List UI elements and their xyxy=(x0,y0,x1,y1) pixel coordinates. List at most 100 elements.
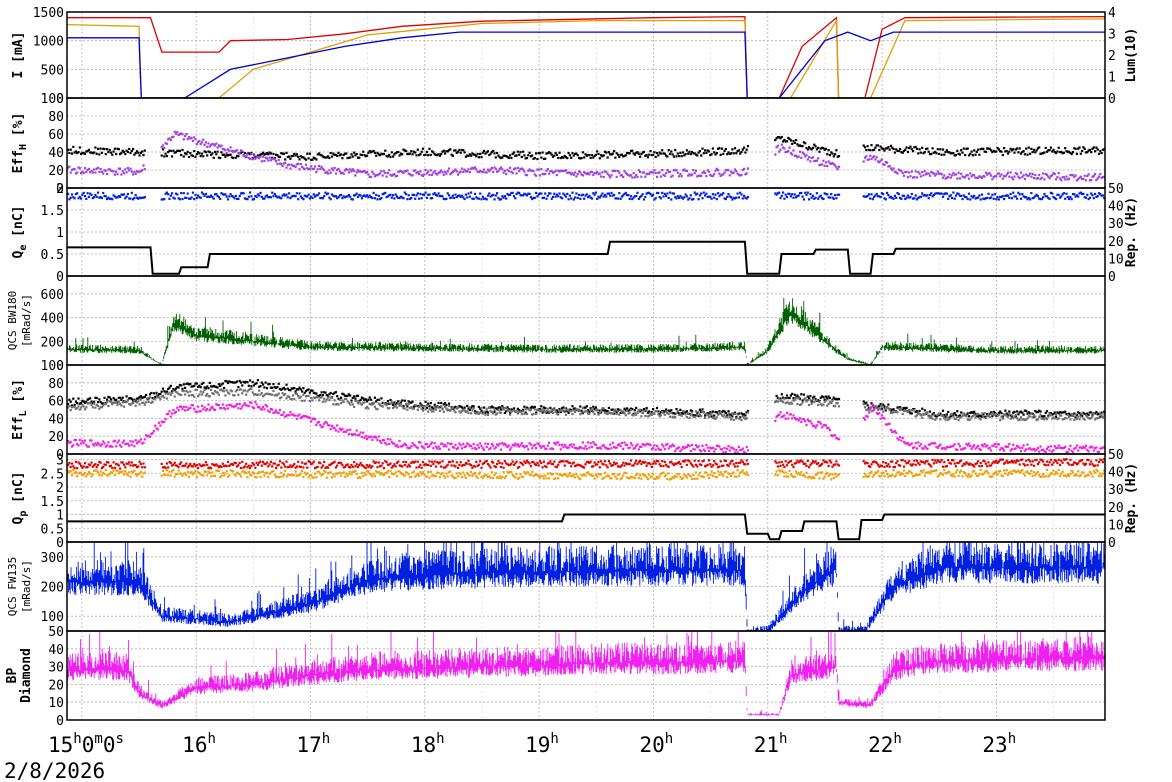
series-0-point xyxy=(386,155,389,158)
series-1-point xyxy=(815,399,818,402)
series-2-point xyxy=(486,442,490,445)
series-1-point xyxy=(163,396,166,399)
series-0-point xyxy=(256,379,259,382)
series-1-point xyxy=(878,407,881,410)
series-1-point xyxy=(247,388,250,392)
series-0-point xyxy=(345,152,348,155)
series-2-point xyxy=(1103,446,1105,449)
series-2-point xyxy=(155,427,158,430)
series-0-point xyxy=(965,196,968,199)
series-1-point xyxy=(923,170,926,173)
series-0-point xyxy=(403,399,406,402)
series-1-point xyxy=(948,173,951,176)
series-0-point xyxy=(94,396,97,399)
series-1-point xyxy=(243,389,246,392)
series-2-point xyxy=(462,443,465,446)
series-1-point xyxy=(605,412,608,415)
series-0-point xyxy=(193,384,196,387)
series-0-point xyxy=(85,197,88,201)
series-0-point xyxy=(489,406,492,409)
series-1-point xyxy=(99,405,102,409)
series-1-point xyxy=(340,401,343,405)
series-0-point xyxy=(792,139,795,143)
series-1-point xyxy=(889,411,893,414)
series-1-point xyxy=(176,391,179,394)
series-0-point xyxy=(1018,147,1021,150)
series-2-point xyxy=(719,448,722,451)
series-0-point xyxy=(172,149,175,152)
series-1-point xyxy=(1057,417,1060,420)
series-0-point xyxy=(229,153,232,156)
series-0-point xyxy=(311,196,314,200)
series-1-point xyxy=(316,168,319,171)
series-1-point xyxy=(889,167,893,170)
series-0-point xyxy=(259,460,262,463)
series-0-point xyxy=(360,464,363,467)
series-0-point xyxy=(480,156,483,159)
series-2-point xyxy=(86,445,89,448)
series-0-point xyxy=(719,153,722,156)
series-2-point xyxy=(869,406,872,409)
series-1-point xyxy=(423,405,426,408)
series-0-point xyxy=(316,153,319,156)
series-0-point xyxy=(978,194,981,197)
series-0-point xyxy=(592,405,595,408)
series-1-point xyxy=(402,407,405,410)
series-2-point xyxy=(108,445,111,448)
series-0-point xyxy=(288,155,291,158)
series-0-point xyxy=(506,155,509,159)
series-0-point xyxy=(632,152,635,155)
series-1-point xyxy=(477,412,480,416)
series-0-point xyxy=(353,395,356,398)
series-0-point xyxy=(233,461,236,464)
series-0-point xyxy=(801,144,804,148)
series-0-point xyxy=(450,196,453,199)
series-0-point xyxy=(408,197,412,200)
series-0-point xyxy=(85,466,88,469)
series-1-point xyxy=(549,410,552,414)
series-1-point xyxy=(598,172,601,175)
series-0-point xyxy=(862,400,865,403)
series-0-point xyxy=(941,195,945,198)
series-1-point xyxy=(245,155,248,158)
series-2-point xyxy=(652,446,655,450)
series-0-point xyxy=(91,197,94,200)
series-1-point xyxy=(104,169,107,172)
series-0-point xyxy=(466,404,469,408)
series-0-point xyxy=(161,466,165,469)
series-1-point xyxy=(1027,174,1030,177)
series-1-point xyxy=(310,396,313,400)
series-0-point xyxy=(198,152,201,155)
panel-frame xyxy=(66,364,1106,455)
series-0-point xyxy=(722,192,725,195)
series-0-point xyxy=(217,466,220,469)
series-0-point xyxy=(294,466,297,469)
series-2-point xyxy=(485,445,488,449)
series-0-point xyxy=(576,154,579,157)
series-1-point xyxy=(408,173,412,176)
series-2-point xyxy=(619,445,622,448)
series-0-point xyxy=(385,154,388,158)
series-2-point xyxy=(258,405,261,409)
series-1-point xyxy=(675,169,678,172)
series-0-point xyxy=(589,196,592,199)
series-1-point xyxy=(379,403,382,406)
series-2-point xyxy=(1030,448,1033,451)
series-0-point xyxy=(324,391,327,394)
series-0-point xyxy=(340,153,343,156)
series-1-point xyxy=(1058,177,1062,180)
series-1-point xyxy=(896,172,899,175)
series-1-point xyxy=(119,402,122,405)
series-0-point xyxy=(211,385,214,388)
series-1-point xyxy=(234,390,237,393)
series-2-point xyxy=(1056,446,1059,449)
series-1-point xyxy=(293,164,296,167)
series-0-point xyxy=(343,465,347,469)
series-2-point xyxy=(587,441,590,444)
series-0-point xyxy=(802,393,805,396)
series-2-point xyxy=(819,422,822,425)
series-0-point xyxy=(909,145,912,148)
series-0-point xyxy=(778,136,781,139)
series-1-point xyxy=(655,175,659,178)
